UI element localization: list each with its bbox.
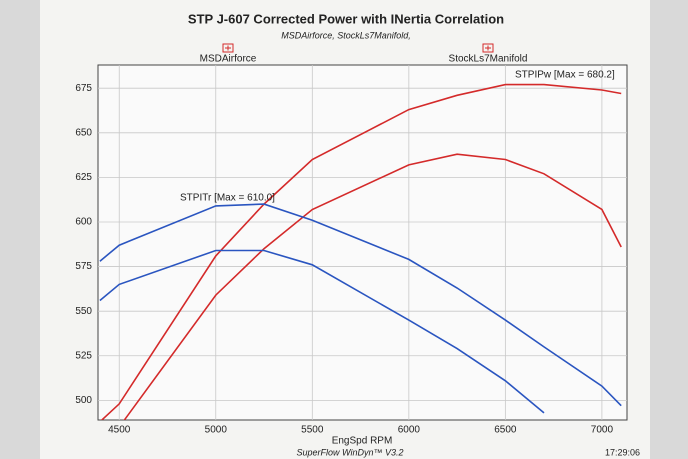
plot-area: [97, 64, 628, 421]
series-line: [123, 153, 622, 420]
legend: MSDAirforce StockLs7Manifold: [200, 43, 528, 65]
chart-title: STP J-607 Corrected Power with INertia C…: [188, 11, 504, 26]
y-tick-label: 550: [75, 306, 92, 317]
series-line: [100, 83, 622, 420]
x-axis-label: EngSpd RPM: [332, 436, 393, 447]
x-tick-label: 7000: [591, 425, 614, 436]
legend-label: StockLs7Manifold: [449, 54, 528, 65]
y-tick-label: 600: [75, 217, 92, 228]
y-tick-label: 575: [75, 261, 92, 272]
legend-label: MSDAirforce: [200, 54, 257, 65]
series-line: [99, 203, 622, 407]
x-tick-label: 4500: [108, 425, 131, 436]
footer-time: 17:29:06: [605, 447, 640, 457]
x-tick-label: 5000: [205, 425, 228, 436]
legend-swatch: [482, 43, 494, 53]
y-tick-label: 625: [75, 172, 92, 183]
annotation: STPIPw [Max = 680.2]: [515, 70, 615, 81]
x-tick-label: 6500: [494, 425, 517, 436]
annotation: STPITr [Max = 610.0]: [180, 193, 275, 204]
y-tick-label: 675: [75, 83, 92, 94]
y-tick-label: 650: [75, 127, 92, 138]
y-tick-label: 525: [75, 350, 92, 361]
series-line: [99, 249, 545, 414]
lines: [99, 83, 622, 420]
footer: SuperFlow WinDyn™ V3.2: [297, 447, 404, 457]
x-tick-label: 6000: [398, 425, 421, 436]
x-tick-label: 5500: [301, 425, 324, 436]
legend-swatch: [222, 43, 234, 53]
y-tick-label: 500: [75, 395, 92, 406]
subtitle: MSDAirforce, StockLs7Manifold,: [281, 30, 411, 40]
